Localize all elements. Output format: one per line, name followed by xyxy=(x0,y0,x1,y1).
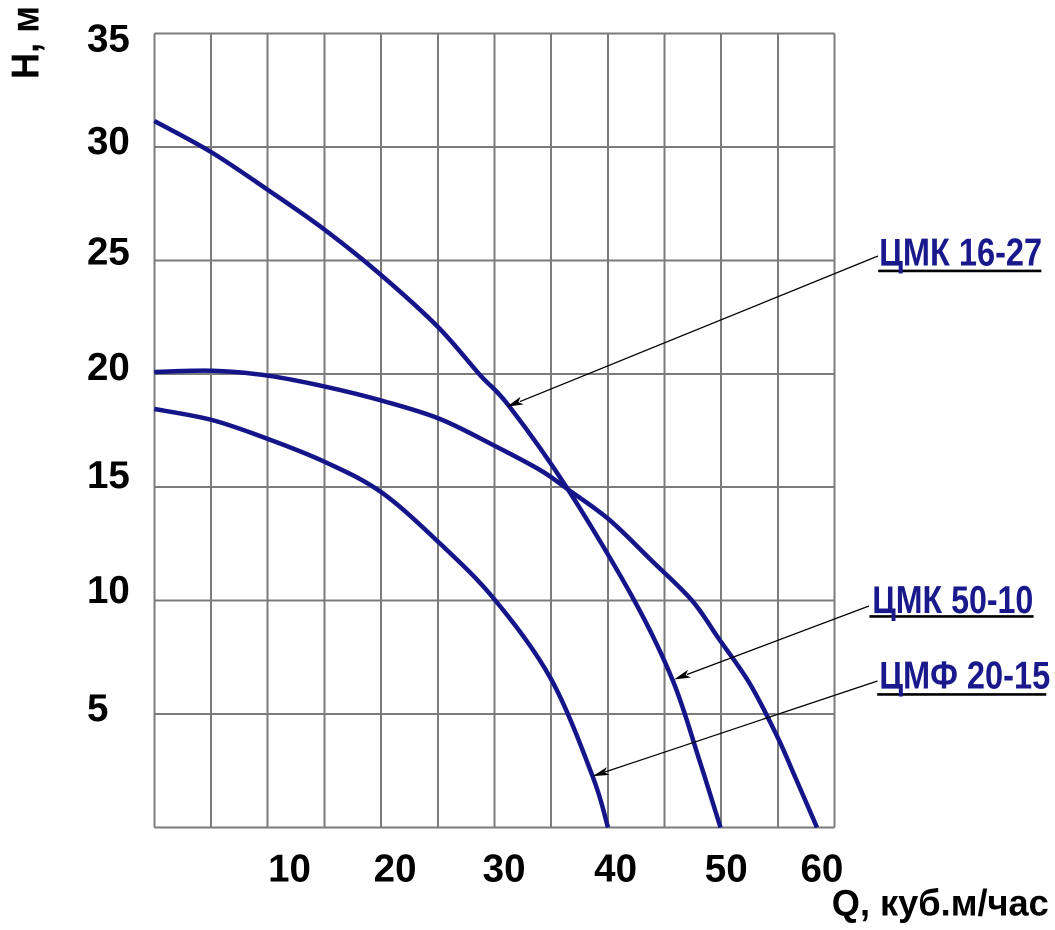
svg-text:20: 20 xyxy=(87,346,130,389)
svg-text:10: 10 xyxy=(268,848,311,891)
svg-text:ЦМК 50-10: ЦМК 50-10 xyxy=(872,579,1033,622)
svg-text:20: 20 xyxy=(374,848,417,891)
svg-text:5: 5 xyxy=(87,687,108,730)
svg-text:60: 60 xyxy=(800,848,843,891)
svg-text:Н, м: Н, м xyxy=(5,6,48,79)
svg-text:ЦМК 16-27: ЦМК 16-27 xyxy=(879,232,1042,275)
svg-text:50: 50 xyxy=(705,848,748,891)
svg-text:30: 30 xyxy=(483,848,526,891)
svg-text:25: 25 xyxy=(87,230,130,273)
svg-text:ЦМФ 20-15: ЦМФ 20-15 xyxy=(879,655,1050,698)
svg-text:40: 40 xyxy=(594,848,637,891)
svg-text:35: 35 xyxy=(87,18,130,61)
svg-text:15: 15 xyxy=(87,454,130,497)
svg-text:10: 10 xyxy=(87,569,130,612)
svg-text:30: 30 xyxy=(87,120,130,163)
svg-text:Q, куб.м/час: Q, куб.м/час xyxy=(832,883,1049,924)
